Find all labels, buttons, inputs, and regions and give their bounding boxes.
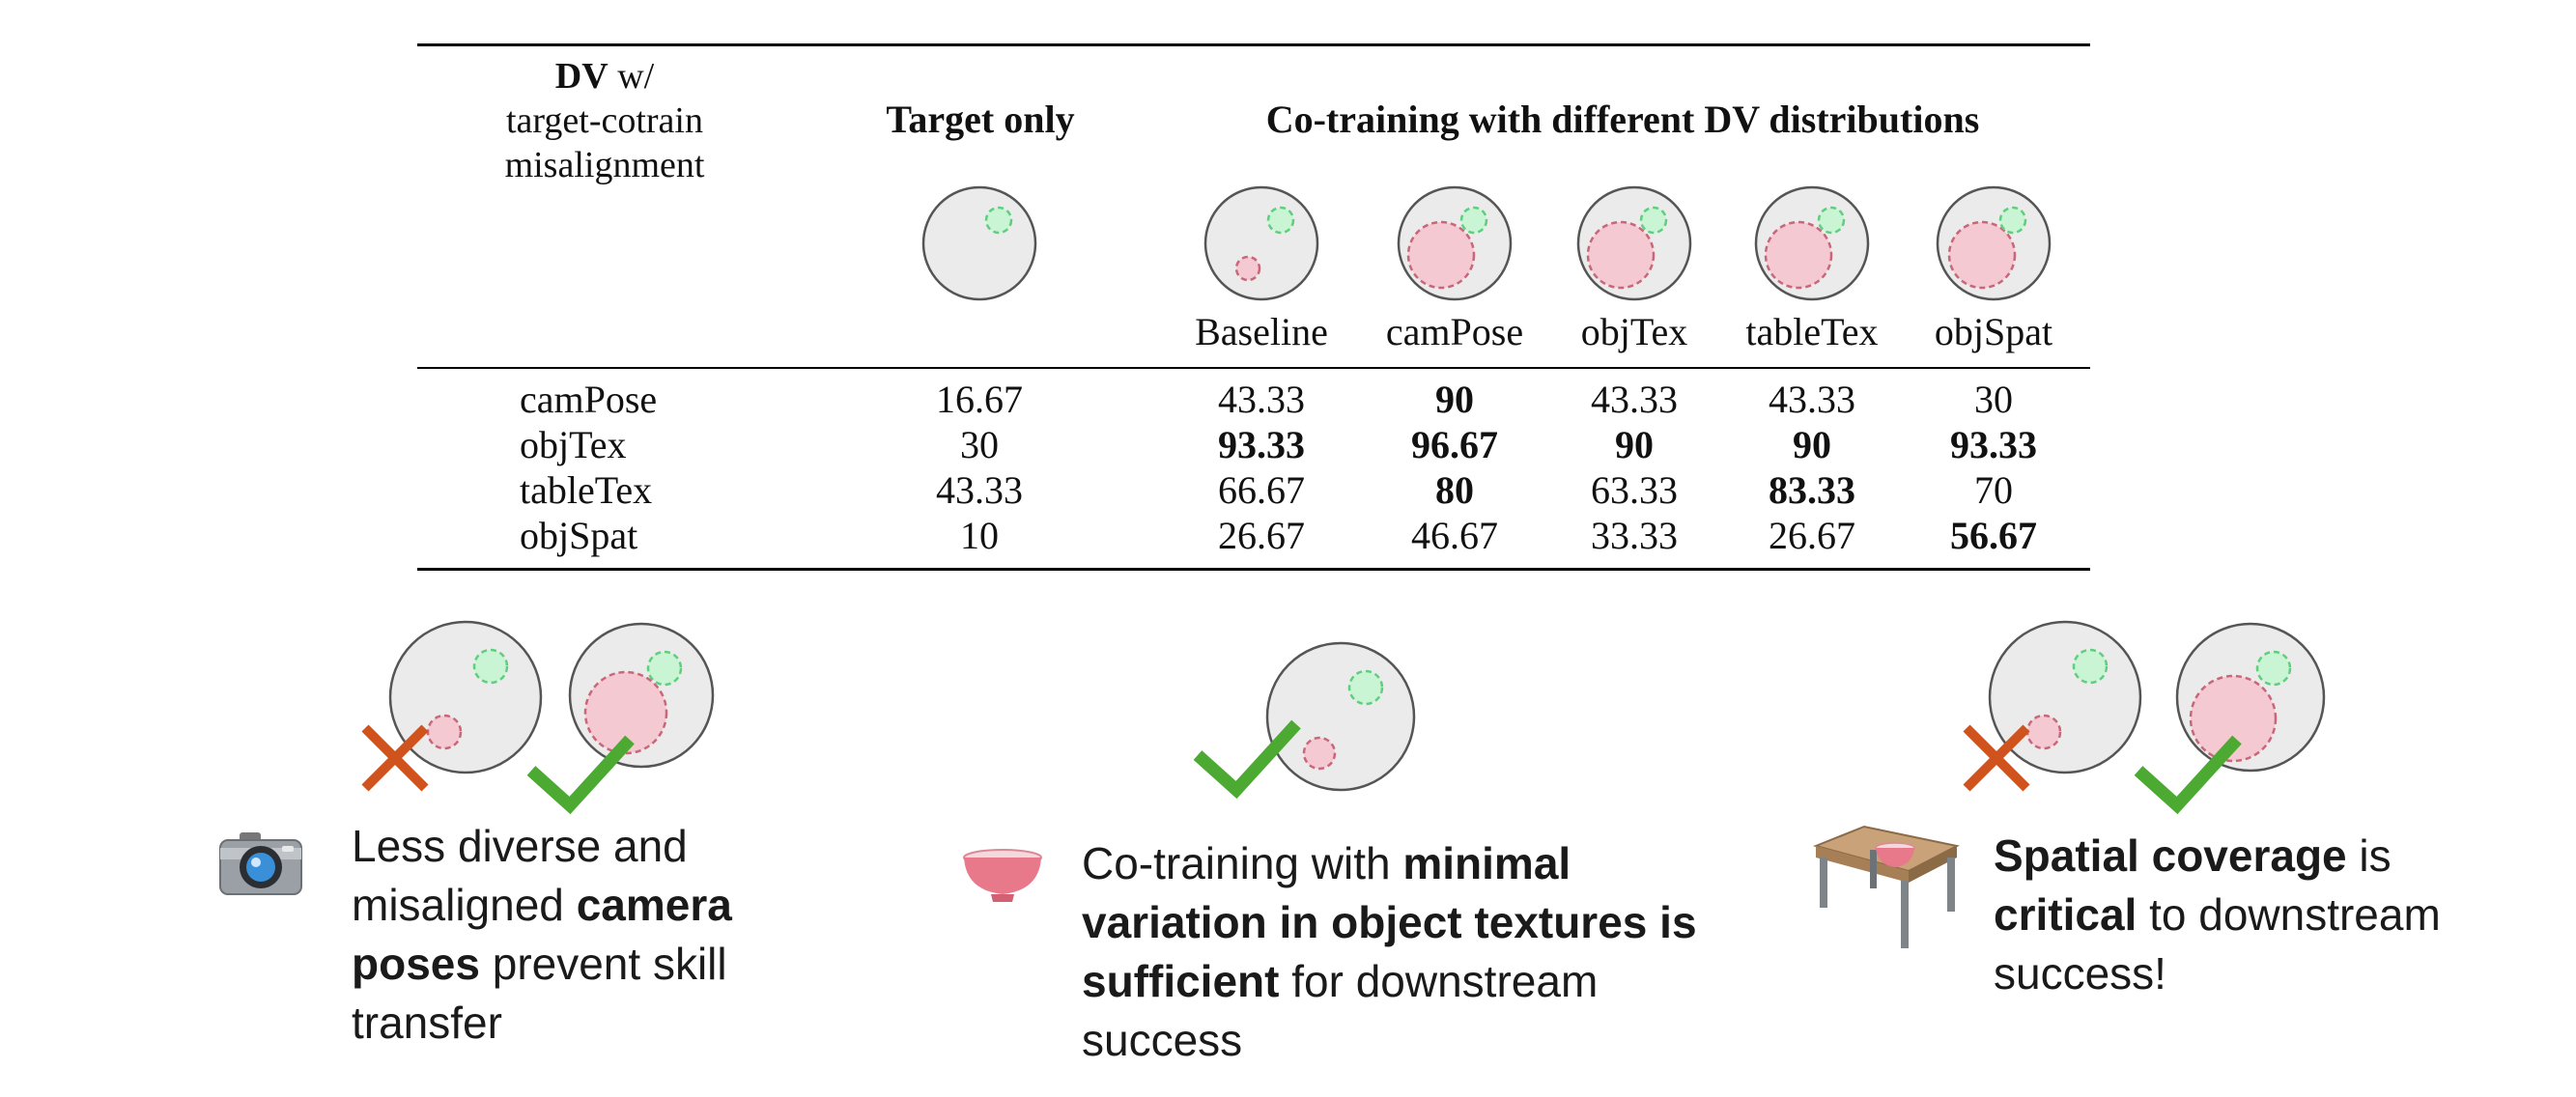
distribution-diagram: [1203, 185, 1319, 301]
target-distribution-circle: [1266, 206, 1295, 235]
target-only-header: Target only: [886, 98, 1075, 141]
camera-icon: [219, 832, 302, 895]
cotrain-distribution-circle: [1947, 220, 2017, 290]
table-cell: 80: [1435, 468, 1474, 512]
spat-aligned-diagram: [2175, 622, 2326, 773]
distribution-diagram: [1576, 185, 1692, 301]
table-cell: 43.33: [1769, 378, 1855, 421]
row-label: tableTex: [520, 468, 653, 512]
table-cell: 66.67: [1218, 468, 1305, 512]
cotrain-distribution-circle: [1234, 255, 1261, 282]
table-cell: 70: [1974, 468, 2013, 512]
table-cell: 30: [1974, 378, 2013, 421]
column-label: Baseline: [1195, 310, 1328, 353]
row-header-label: DV w/ target-cotrain misalignment: [504, 56, 705, 185]
row-label: objTex: [520, 423, 627, 466]
table-cell: 93.33: [1218, 423, 1305, 466]
cotrain-distribution-circle: [1764, 220, 1833, 290]
cotrain-distribution-circle: [1406, 220, 1476, 290]
table-cell: 63.33: [1591, 468, 1678, 512]
caption-camera: Less diverse and misaligned camera poses…: [352, 821, 732, 1048]
row-label: camPose: [520, 378, 658, 421]
table-cell: 30: [960, 423, 999, 466]
distribution-diagram: [1397, 185, 1513, 301]
column-label: objTex: [1580, 310, 1688, 353]
target-distribution-circle: [984, 206, 1013, 235]
table-icon: [1812, 825, 1960, 948]
table-cell: 26.67: [1769, 514, 1855, 557]
table-cell: 43.33: [1218, 378, 1305, 421]
table-cell: 96.67: [1411, 423, 1498, 466]
table-cell: 43.33: [936, 468, 1023, 512]
distribution-diagram: [921, 185, 1037, 301]
column-label: objSpat: [1934, 310, 2053, 353]
header-diagrams: [921, 185, 2052, 301]
table-cell: 90: [1615, 423, 1654, 466]
target-distribution-circle: [1639, 206, 1668, 235]
cotrain-distribution-circle: [1586, 220, 1656, 290]
table-cell: 90: [1435, 378, 1474, 421]
cross-icon: [1963, 724, 2030, 792]
distribution-diagram: [1754, 185, 1870, 301]
table-cell: 90: [1793, 423, 1831, 466]
spat-misaligned-diagram: [1988, 620, 2142, 774]
check-icon: [1193, 719, 1301, 800]
table-cell: 33.33: [1591, 514, 1678, 557]
table-bottom-rule: [417, 568, 2090, 571]
caption-spatial: Spatial coverage is critical to downstre…: [1994, 830, 2441, 999]
target-distribution-circle: [1459, 206, 1488, 235]
cam-aligned-diagram: [568, 622, 715, 769]
table-cell: 56.67: [1950, 514, 2037, 557]
objtex-diagram: [1265, 641, 1416, 792]
column-label: camPose: [1385, 310, 1524, 353]
table-cell: 16.67: [936, 378, 1023, 421]
table-cell: 46.67: [1411, 514, 1498, 557]
caption-object-texture: Co-training with minimal variation in ob…: [1082, 838, 1697, 1065]
check-icon: [2134, 735, 2242, 815]
cotraining-header: Co-training with different DV distributi…: [1265, 98, 1980, 141]
cam-misaligned-diagram: [388, 620, 543, 774]
table-mid-rule: [417, 367, 2090, 369]
table-cell: 26.67: [1218, 514, 1305, 557]
target-distribution-circle: [1998, 206, 2027, 235]
target-distribution-circle: [1817, 206, 1846, 235]
table-cell: 43.33: [1591, 378, 1678, 421]
column-label: tableTex: [1745, 310, 1879, 353]
table-cell: 93.33: [1950, 423, 2037, 466]
cross-icon: [361, 724, 429, 792]
table-cell: 83.33: [1769, 468, 1855, 512]
check-icon: [526, 735, 635, 815]
bowl-icon: [963, 849, 1042, 902]
row-label: objSpat: [520, 514, 638, 557]
table-top-rule: [417, 43, 2090, 46]
distribution-diagram: [1936, 185, 2052, 301]
table-cell: 10: [960, 514, 999, 557]
